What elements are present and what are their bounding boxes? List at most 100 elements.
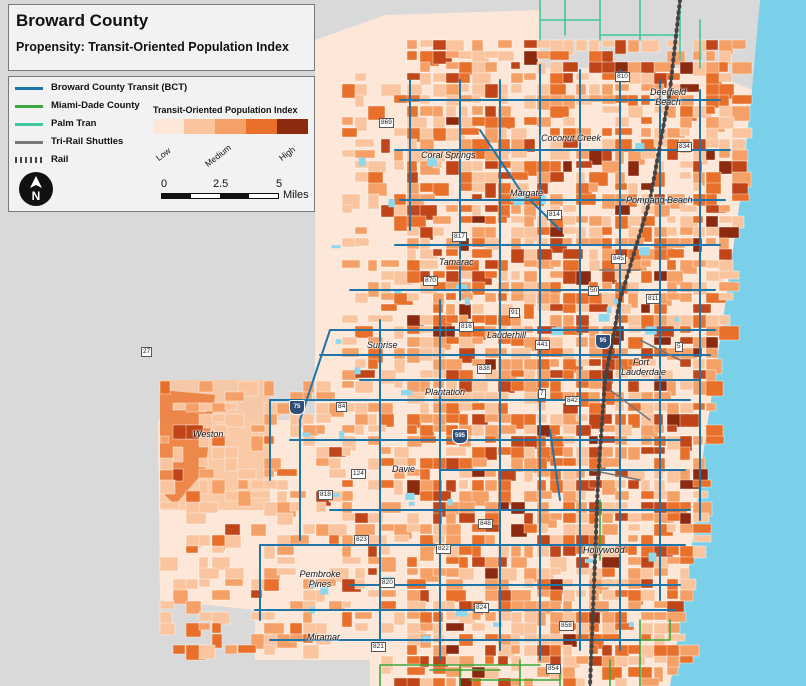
index-block bbox=[614, 347, 629, 356]
index-block bbox=[380, 556, 397, 573]
index-block bbox=[406, 259, 421, 273]
index-block bbox=[393, 534, 410, 543]
index-block bbox=[731, 39, 747, 50]
index-block bbox=[367, 457, 380, 471]
index-block bbox=[328, 468, 347, 479]
index-block bbox=[211, 545, 225, 554]
index-block bbox=[679, 292, 693, 303]
route-shield: 27 bbox=[141, 347, 153, 357]
index-block bbox=[224, 391, 245, 402]
ramp-label-low: Low bbox=[154, 145, 173, 163]
index-block bbox=[393, 380, 404, 389]
index-block bbox=[211, 413, 227, 423]
index-block bbox=[471, 248, 493, 259]
index-block bbox=[614, 204, 631, 216]
index-block bbox=[718, 314, 731, 326]
city-label-coral-springs: Coral Springs bbox=[421, 150, 476, 160]
index-block bbox=[549, 567, 562, 576]
index-block bbox=[523, 677, 534, 686]
route-shield: 817 bbox=[452, 232, 467, 242]
index-block bbox=[705, 39, 719, 51]
city-label-margate: Margate bbox=[510, 188, 544, 198]
index-block bbox=[224, 413, 245, 428]
index-block bbox=[367, 512, 384, 524]
index-block bbox=[445, 248, 459, 257]
index-block bbox=[549, 171, 565, 183]
index-block bbox=[315, 523, 330, 537]
index-block bbox=[614, 303, 632, 315]
scale-tick-2-5: 2.5 bbox=[213, 178, 229, 190]
index-block bbox=[432, 490, 452, 502]
index-block bbox=[380, 622, 395, 634]
index-block bbox=[354, 622, 369, 632]
index-block bbox=[575, 380, 592, 389]
index-block bbox=[601, 523, 619, 536]
index-block bbox=[549, 259, 562, 268]
index-block bbox=[419, 523, 433, 535]
index-block bbox=[718, 237, 730, 251]
index-block bbox=[328, 567, 350, 583]
index-block bbox=[718, 226, 740, 239]
route-shield: 818 bbox=[318, 490, 333, 500]
scale-seg bbox=[162, 194, 191, 198]
index-block bbox=[328, 457, 342, 470]
index-block bbox=[302, 523, 316, 535]
map-subtitle: Propensity: Transit-Oriented Population … bbox=[16, 40, 289, 54]
water-body bbox=[320, 587, 329, 595]
index-block bbox=[354, 402, 369, 416]
index-block bbox=[510, 248, 526, 264]
index-block bbox=[536, 116, 552, 128]
index-block bbox=[627, 523, 641, 532]
index-block bbox=[458, 72, 471, 84]
index-block bbox=[627, 567, 642, 581]
index-block bbox=[393, 468, 406, 480]
index-legend-title: Transit-Oriented Population Index bbox=[153, 105, 298, 115]
index-block bbox=[302, 413, 315, 425]
index-block bbox=[419, 413, 436, 424]
scale-seg bbox=[191, 194, 220, 198]
index-block bbox=[614, 677, 628, 686]
index-block bbox=[159, 435, 170, 444]
water-body bbox=[606, 306, 612, 314]
index-block bbox=[718, 61, 729, 73]
index-block bbox=[172, 468, 184, 482]
route-shield: 811 bbox=[646, 294, 661, 304]
index-block bbox=[575, 39, 588, 52]
north-arrow-icon: N bbox=[19, 172, 53, 206]
index-block bbox=[679, 237, 694, 246]
water-body bbox=[310, 582, 317, 588]
index-block bbox=[731, 149, 749, 162]
city-label-weston: Weston bbox=[193, 429, 224, 439]
index-block bbox=[263, 380, 275, 397]
route-shield: 838 bbox=[477, 364, 492, 374]
index-block bbox=[731, 94, 753, 105]
index-block bbox=[211, 402, 228, 413]
water-body bbox=[358, 157, 366, 166]
index-block bbox=[601, 160, 621, 174]
index-block bbox=[432, 611, 444, 623]
route-shield: 834 bbox=[677, 142, 692, 152]
index-block bbox=[510, 655, 522, 672]
index-block bbox=[679, 358, 692, 368]
index-block bbox=[380, 446, 392, 455]
index-block bbox=[393, 149, 404, 162]
index-block bbox=[406, 248, 417, 262]
index-block bbox=[484, 479, 498, 492]
index-block bbox=[588, 358, 602, 367]
index-block bbox=[705, 347, 719, 359]
index-block bbox=[393, 446, 410, 459]
ramp-swatch bbox=[246, 119, 277, 134]
index-block bbox=[653, 336, 672, 346]
index-block bbox=[354, 380, 374, 394]
index-block bbox=[666, 259, 677, 271]
index-block bbox=[237, 468, 257, 480]
index-block bbox=[601, 644, 613, 657]
index-block bbox=[731, 193, 750, 202]
index-block bbox=[367, 358, 379, 370]
index-block bbox=[562, 369, 575, 380]
index-block bbox=[185, 512, 207, 525]
index-block bbox=[549, 50, 570, 61]
index-block bbox=[731, 215, 745, 229]
bct-line-swatch bbox=[15, 87, 43, 90]
